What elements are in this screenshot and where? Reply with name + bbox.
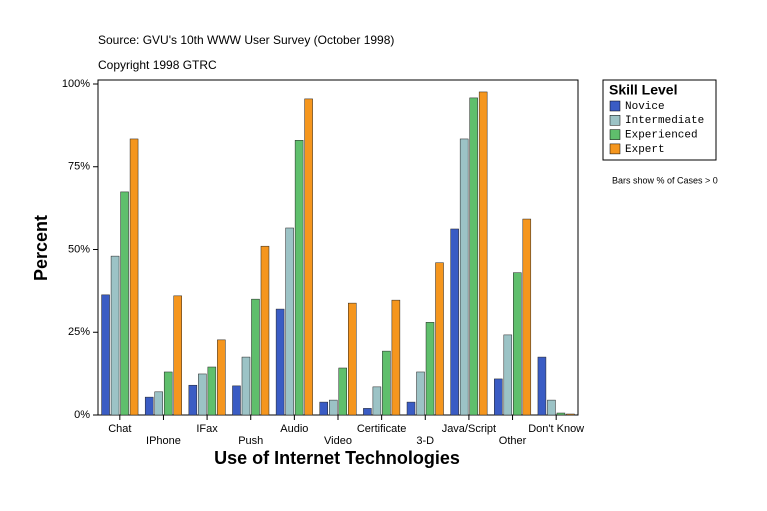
bar (154, 391, 163, 416)
x-axis-label: Use of Internet Technologies (214, 448, 460, 468)
bar (217, 339, 226, 416)
bar (232, 385, 241, 416)
bar (406, 401, 416, 416)
bar (110, 255, 120, 416)
x-tick-label: Certificate (357, 423, 407, 435)
bar (207, 366, 217, 416)
y-axis-label: Percent (31, 215, 51, 281)
bar (173, 295, 182, 416)
bar (120, 191, 129, 416)
y-tick-label: 50% (68, 243, 90, 255)
bar (494, 378, 503, 416)
bar (522, 218, 532, 416)
legend-swatch (609, 100, 621, 112)
bar (285, 227, 294, 416)
bar (188, 384, 198, 416)
bar (163, 371, 173, 416)
y-tick-label: 100% (62, 78, 90, 90)
bar (294, 140, 304, 416)
bar (304, 98, 313, 416)
bar (101, 294, 110, 416)
bar (260, 245, 270, 416)
bar (329, 399, 338, 416)
note: Bars show % of Cases > 0 (612, 175, 718, 185)
bar (503, 334, 513, 416)
bar (416, 371, 425, 416)
bar (129, 138, 139, 416)
legend-label: Experienced (625, 130, 698, 142)
x-tick-label: 3-D (416, 435, 434, 447)
bar (251, 298, 260, 416)
bar (241, 356, 251, 416)
legend-label: Novice (625, 101, 665, 113)
y-tick-label: 25% (68, 326, 90, 338)
bar (348, 302, 357, 416)
bar (547, 399, 556, 416)
bar (338, 367, 347, 416)
y-tick-label: 0% (74, 409, 90, 421)
bar (144, 396, 154, 416)
x-tick-label: Video (324, 435, 352, 447)
x-tick-label: Push (238, 435, 263, 447)
bar (391, 299, 401, 416)
x-tick-label: Other (499, 435, 527, 447)
bar (469, 97, 478, 416)
x-tick-label: IFax (196, 423, 218, 435)
legend-swatch (609, 115, 621, 126)
bar (435, 262, 444, 416)
bar (478, 91, 488, 416)
legend-box (602, 79, 717, 161)
bar (566, 413, 575, 416)
legend-title: Skill Level (609, 82, 677, 98)
x-tick-label: Chat (108, 423, 131, 435)
x-tick-label: IPhone (146, 435, 181, 447)
bar (556, 412, 566, 416)
bar (513, 272, 522, 416)
bar (425, 322, 435, 416)
x-tick-label: Don't Know (528, 423, 584, 435)
legend-swatch (609, 129, 621, 140)
bar (198, 373, 207, 416)
x-tick-label: Audio (280, 423, 308, 435)
legend-label: Intermediate (625, 115, 704, 127)
x-tick-label: Java/Script (442, 423, 496, 435)
bar (450, 228, 459, 416)
source: Source: GVU's 10th WWW User Survey (Octo… (98, 33, 394, 47)
bar (319, 401, 328, 416)
bar (459, 138, 469, 416)
y-tick-label: 75% (68, 161, 90, 173)
bar (382, 350, 391, 416)
copyright: Copyright 1998 GTRC (98, 58, 217, 72)
bar (275, 308, 285, 416)
legend-swatch (609, 143, 621, 155)
bar (372, 386, 382, 416)
legend-label: Expert (625, 144, 665, 156)
bar (537, 356, 547, 416)
bar (363, 408, 372, 416)
